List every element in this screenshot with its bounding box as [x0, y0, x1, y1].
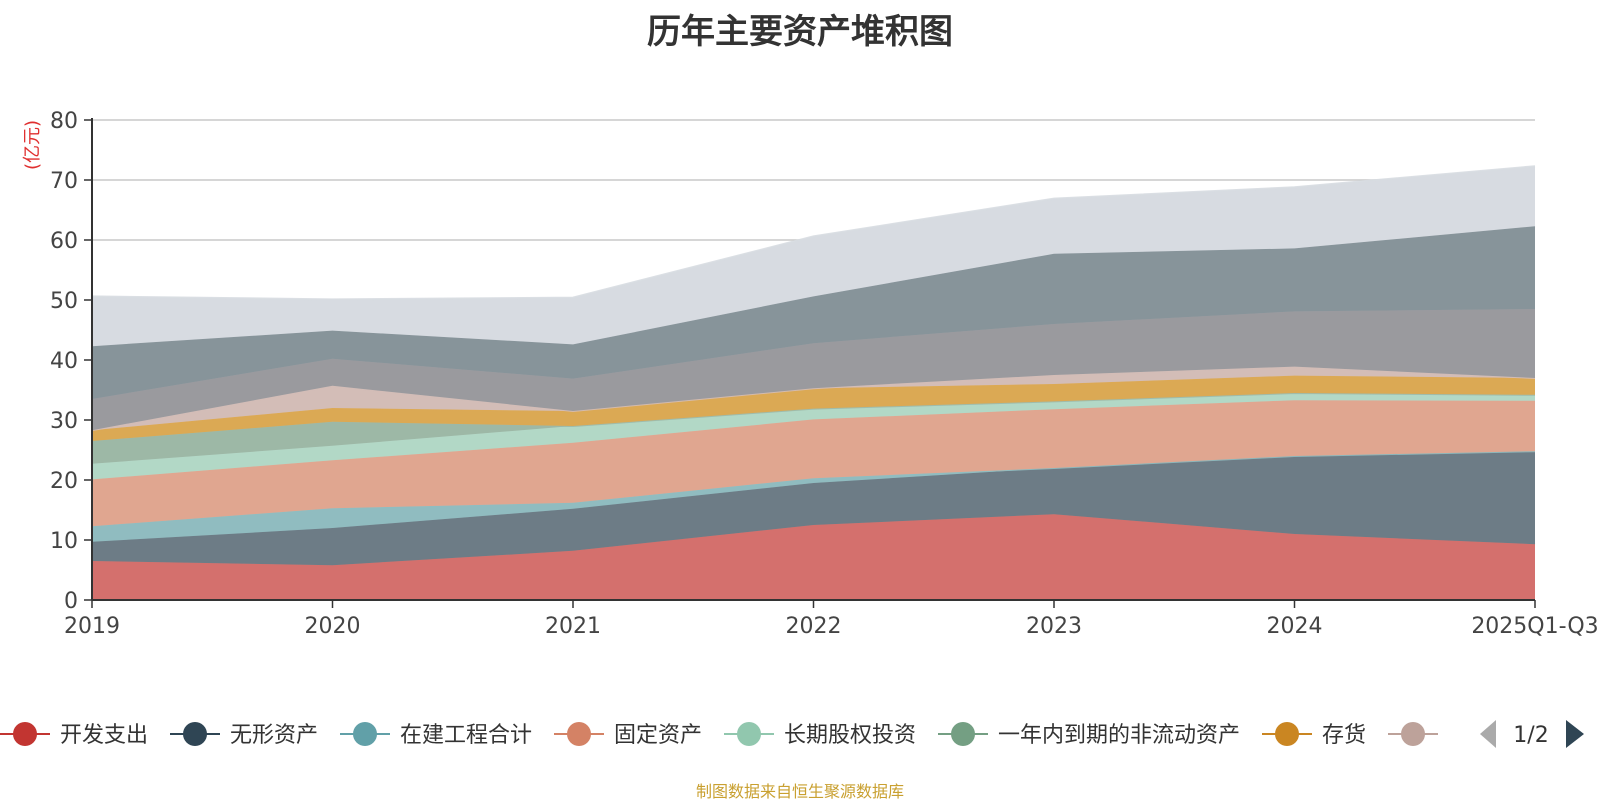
area-8	[92, 366, 1535, 431]
legend-marker	[1401, 722, 1425, 746]
x-tick-label: 2025Q1-Q3	[1471, 614, 1598, 639]
legend-item[interactable]: 无形资产	[170, 722, 318, 748]
legend-label: 固定资产	[614, 723, 702, 748]
y-tick-label: 50	[50, 289, 78, 314]
legend-marker	[13, 722, 37, 746]
x-tick-label: 2019	[64, 614, 120, 639]
legend-item[interactable]: 存货	[1262, 722, 1366, 748]
y-tick-label: 10	[50, 529, 78, 554]
source-note: 制图数据来自恒生聚源数据库	[695, 782, 904, 801]
axes: 0 10 20 30 40 50 60 70 80 2019 2020 2021 2022 2023 202…	[22, 109, 1599, 639]
y-tick-label: 0	[64, 589, 78, 614]
legend-item[interactable]: 长期股权投资	[724, 722, 916, 748]
legend-marker	[567, 722, 591, 746]
area-1	[92, 514, 1535, 600]
legend-label: 存货	[1322, 723, 1366, 748]
legend-item[interactable]: 固定资产	[554, 722, 702, 748]
legend-page-indicator: 1/2	[1513, 723, 1548, 748]
legend-marker	[353, 722, 377, 746]
area-11	[92, 166, 1535, 347]
legend-item[interactable]: 开发支出	[0, 722, 148, 748]
y-tick-label: 80	[50, 109, 78, 134]
x-tick-label: 2020	[305, 614, 361, 639]
area-10	[92, 226, 1535, 399]
area-9	[92, 309, 1535, 431]
legend: 开发支出 无形资产 在建工程合计 固定资产 长期股权投资 一年内到期的非流动资产 存货 1/2	[0, 712, 1600, 757]
area-6	[92, 393, 1535, 464]
legend-label: 长期股权投资	[784, 723, 916, 748]
area-3	[92, 451, 1535, 542]
legend-item[interactable]: 在建工程合计	[340, 722, 532, 748]
area-7	[92, 375, 1535, 441]
prev-page-icon[interactable]	[1480, 720, 1496, 748]
legend-label: 在建工程合计	[400, 723, 532, 748]
x-tick-label: 2023	[1026, 614, 1082, 639]
y-tick-label: 30	[50, 409, 78, 434]
y-tick-label: 60	[50, 229, 78, 254]
legend-marker	[951, 722, 975, 746]
x-tick-label: 2022	[786, 614, 842, 639]
y-tick-label: 40	[50, 349, 78, 374]
legend-marker	[737, 722, 761, 746]
next-page-icon[interactable]	[1566, 720, 1584, 748]
legend-item[interactable]: 一年内到期的非流动资产	[938, 722, 1240, 748]
y-tick-label: 70	[50, 169, 78, 194]
legend-label: 开发支出	[60, 723, 148, 748]
area-edge-11	[91, 165, 1536, 301]
legend-item[interactable]	[1388, 722, 1438, 746]
area-4	[92, 400, 1535, 527]
legend-label: 一年内到期的非流动资产	[998, 723, 1240, 748]
y-axis-unit-label: (亿元)	[22, 120, 43, 170]
area-series	[91, 165, 1536, 600]
legend-marker	[1275, 722, 1299, 746]
x-tick-label: 2021	[545, 614, 601, 639]
area-5	[92, 393, 1535, 480]
x-tick-label: 2024	[1267, 614, 1323, 639]
y-tick-label: 20	[50, 469, 78, 494]
legend-marker	[183, 722, 207, 746]
area-2	[92, 451, 1535, 566]
legend-label: 无形资产	[230, 723, 318, 748]
chart-title: 历年主要资产堆积图	[647, 12, 953, 52]
